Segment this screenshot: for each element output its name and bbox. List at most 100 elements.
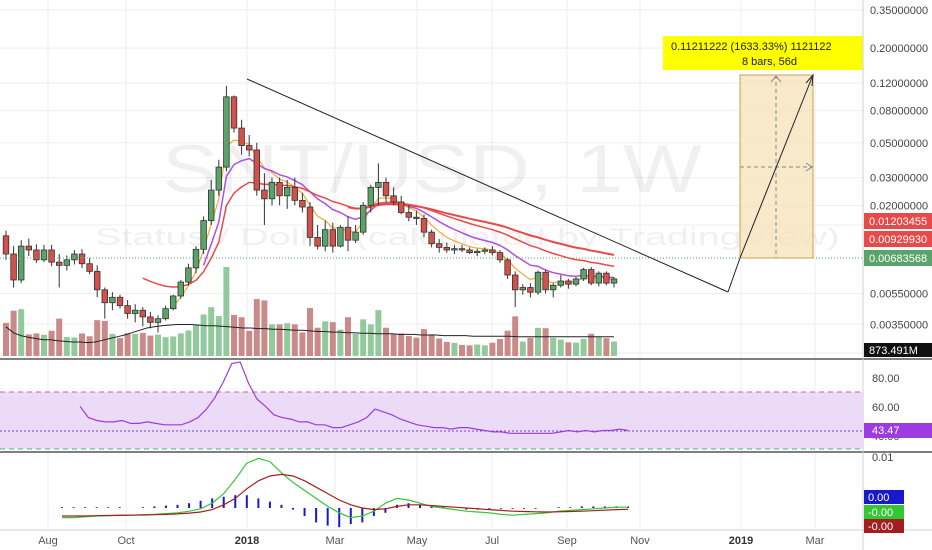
volume-bar <box>459 344 465 356</box>
volume-bar <box>497 339 503 356</box>
candle-body <box>253 149 260 191</box>
candle-body <box>230 96 238 129</box>
projection-line-1[interactable] <box>727 257 741 293</box>
volume-bar <box>33 333 40 356</box>
rsi-line <box>79 361 629 434</box>
candle-body <box>534 271 542 293</box>
candle-body <box>610 278 618 284</box>
volume-bar <box>443 341 450 356</box>
volume-bar <box>101 320 108 356</box>
volume-bar <box>284 323 291 356</box>
candle-body <box>283 187 291 197</box>
rsi-tick-label: 60.00 <box>872 402 900 414</box>
candle-body <box>162 308 169 320</box>
volume-bar <box>451 342 458 356</box>
volume-bar <box>345 317 351 356</box>
volume-bar <box>276 324 283 356</box>
candle-body <box>154 318 162 323</box>
candle-body <box>124 305 131 314</box>
macd-badge-label: 0.00 <box>868 492 889 504</box>
candle-body <box>420 218 428 233</box>
volume-bar <box>56 318 63 356</box>
volume-bar <box>94 320 101 356</box>
volume-bar <box>177 333 184 356</box>
price-tick-label: 0.00350000 <box>870 319 928 331</box>
rsi-band <box>0 392 863 449</box>
candle-body <box>375 181 382 188</box>
candle-body <box>33 249 40 261</box>
candle-body <box>489 249 496 254</box>
volume-bar <box>352 333 359 356</box>
volume-bar <box>41 334 47 356</box>
candle-body <box>48 249 55 263</box>
candle-body <box>572 278 580 285</box>
time-axis[interactable]: Aug Oct 2018 Mar May Jul Sep Nov 2019 Mar <box>38 535 825 547</box>
volume-bar <box>238 317 245 356</box>
candle-body <box>466 249 473 254</box>
price-badge-label: 0.00929930 <box>869 234 927 246</box>
trendline[interactable] <box>246 78 729 293</box>
measure-info-box[interactable] <box>663 36 863 70</box>
volume-bar <box>398 333 405 356</box>
volume-bar <box>147 335 154 356</box>
volume-bar <box>603 338 610 356</box>
candle-body <box>215 166 222 191</box>
candle-body <box>238 127 245 146</box>
volume-bar <box>611 341 617 356</box>
candle-body <box>40 249 48 261</box>
candle-body <box>78 253 86 265</box>
candle-body <box>185 267 192 283</box>
projection-line-2[interactable] <box>739 74 814 259</box>
candle-body <box>116 296 124 307</box>
candle-body <box>603 272 610 284</box>
candle-body <box>86 263 93 272</box>
candle-body <box>207 189 215 221</box>
volume-bar <box>10 310 17 356</box>
candle-body <box>588 269 595 284</box>
macd-axis[interactable]: 0.01 <box>872 452 893 464</box>
macd-badge <box>864 490 904 504</box>
volume-bar <box>580 338 587 356</box>
volume-bar <box>18 309 25 356</box>
candle-body <box>458 248 466 251</box>
volume-bar <box>329 322 336 356</box>
volume-average <box>5 324 614 344</box>
volume-bar <box>413 337 420 356</box>
candle-body <box>94 270 101 291</box>
price-tick-label: 0.03000000 <box>870 173 928 185</box>
volume-bar <box>79 333 85 356</box>
volume-bar <box>588 333 595 356</box>
volume-bar <box>421 329 427 356</box>
measure-info-line1: 0.11211222 (1633.33%) 1121122 <box>671 41 832 53</box>
candle-body <box>56 261 63 266</box>
candle-body <box>557 280 564 286</box>
volume-bar <box>466 345 473 356</box>
volume-bar <box>86 336 93 356</box>
price-tick-label: 0.12000000 <box>870 78 928 90</box>
time-tick-label: Nov <box>630 535 650 547</box>
rsi-series-line <box>79 361 629 434</box>
volume-bar <box>428 334 435 356</box>
volume-bar <box>139 332 146 356</box>
candle-body <box>473 250 481 254</box>
candle-body <box>451 248 458 251</box>
price-axis[interactable]: 0.35000000 0.20000000 0.12000000 0.08000000… <box>870 5 928 360</box>
volume-bar <box>337 329 344 356</box>
rsi-value-label: 43.47 <box>872 425 900 437</box>
candle-body <box>390 195 397 203</box>
time-tick-label: 2019 <box>729 535 753 547</box>
price-badge-label: 0.00683568 <box>869 253 927 265</box>
candle-body <box>565 280 572 285</box>
candle-body <box>2 235 10 255</box>
volume-bar <box>231 314 237 356</box>
volume-bar <box>436 338 443 356</box>
volume-bar <box>291 324 298 356</box>
volume-bar <box>565 342 572 356</box>
candle-body <box>10 253 17 281</box>
candle-body <box>428 231 435 245</box>
watermark-symbol: SNT/USD, 1W <box>162 131 702 207</box>
volume-bar <box>535 327 541 356</box>
volume-bar <box>109 334 116 356</box>
candles <box>2 85 618 333</box>
